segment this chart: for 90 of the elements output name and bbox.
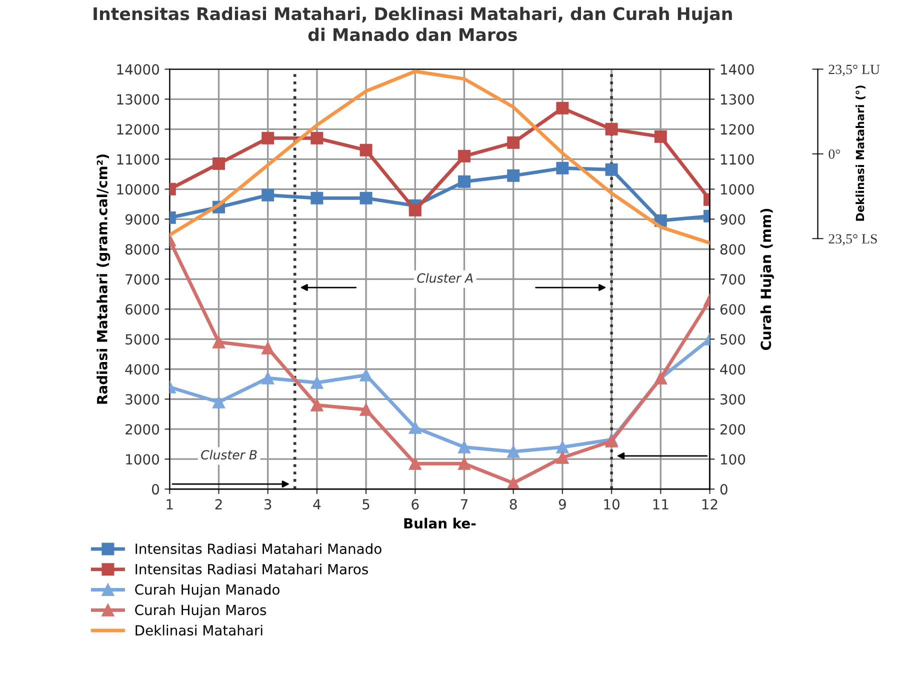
x-tick-label: 6 (412, 499, 419, 510)
legend-label: Curah Hujan Manado (135, 584, 280, 598)
point (458, 175, 471, 188)
y-axis-title: Radiasi Matahari (gram.cal/cm²) (96, 154, 110, 404)
x-tick-label: 12 (702, 499, 718, 510)
y2-tick-label: 600 (720, 304, 746, 315)
legend-label: Intensitas Radiasi Matahari Maros (136, 564, 368, 574)
point (360, 192, 372, 204)
y3-tick-label: 0° (828, 149, 840, 159)
point (310, 192, 324, 204)
point (556, 451, 569, 464)
y2-tick-label: 1300 (721, 94, 754, 105)
legend-label: Intensitas Radiasi Matahari Manado (136, 543, 382, 554)
y2-tick-label: 1000 (721, 184, 754, 195)
y-tick-label: 11000 (117, 154, 159, 165)
point (408, 457, 422, 470)
point (556, 440, 569, 454)
x-tick-label: 7 (460, 499, 468, 510)
y-tick-label: 12000 (117, 124, 159, 135)
x-tick-label: 2 (215, 499, 222, 510)
y-tick-label: 4000 (125, 364, 159, 375)
y3-axis-title: Deklinasi Matahari (°) (856, 86, 866, 221)
x-tick-label: 8 (510, 499, 517, 510)
y-tick-label: 7000 (126, 274, 159, 285)
x-tick-label: 5 (362, 499, 370, 510)
point (654, 130, 667, 143)
point (605, 163, 618, 176)
point (310, 376, 324, 389)
y-tick-label: 3000 (126, 394, 159, 405)
point (360, 368, 372, 382)
point (212, 157, 225, 170)
point (507, 445, 520, 458)
y2-axis-title: Curah Hujan (mm) (760, 208, 774, 350)
point (262, 188, 274, 202)
y-tick-label: 1000 (126, 454, 159, 465)
y2-tick-label: 500 (720, 334, 746, 345)
y-tick-label: 8000 (126, 244, 159, 255)
point (408, 421, 422, 434)
annotation: Cluster B (201, 450, 257, 460)
point (360, 403, 372, 416)
chart-title: Intensitas Radiasi Matahari, Deklinasi Matahari, dan Curah Hujan di Manado dan Maros (94, 6, 732, 42)
y3-tick-label: 23,5° LU (828, 64, 880, 76)
y2-tick-label: 1200 (721, 124, 754, 135)
y2-tick-label: 1100 (721, 154, 754, 165)
y-tick-label: 14000 (117, 64, 159, 75)
y2-tick-label: 700 (720, 274, 746, 285)
y2-tick-label: 300 (720, 394, 746, 405)
y2-tick-label: 1400 (721, 64, 754, 75)
point (507, 476, 520, 490)
y2-tick-label: 800 (720, 244, 746, 255)
y-tick-label: 5000 (126, 334, 159, 345)
point (262, 132, 274, 144)
y-tick-label: 13000 (117, 94, 159, 105)
legend-label: Deklinasi Matahari (136, 624, 262, 636)
point (262, 372, 274, 384)
point (556, 102, 569, 114)
point (310, 398, 324, 412)
y-tick-label: 10000 (117, 184, 159, 195)
point (212, 396, 225, 408)
y-tick-label: 6000 (126, 304, 159, 315)
y2-tick-label: 0 (720, 484, 728, 495)
point (556, 162, 569, 174)
point (310, 132, 324, 144)
y3-tick-label: 23,5° LS (828, 234, 877, 246)
y2-tick-label: 100 (721, 454, 746, 465)
x-axis-title: Bulan ke- (404, 518, 476, 529)
point (605, 122, 618, 136)
point (212, 336, 225, 348)
x-tick-label: 3 (264, 499, 272, 510)
point (458, 440, 471, 454)
point (262, 342, 274, 354)
y-tick-label: 0 (152, 484, 159, 495)
x-tick-label: 9 (558, 499, 566, 510)
x-tick-label: 1 (166, 499, 173, 510)
point (360, 144, 372, 156)
annotation: Cluster A (417, 273, 473, 283)
y2-tick-label: 200 (720, 424, 746, 435)
point (408, 204, 422, 216)
x-tick-label: 4 (313, 499, 321, 510)
x-tick-label: 10 (604, 499, 620, 510)
point (458, 150, 471, 162)
y2-tick-label: 900 (720, 214, 746, 225)
point (507, 169, 520, 182)
y-tick-label: 2000 (126, 424, 159, 435)
y2-tick-label: 400 (720, 364, 746, 375)
point (458, 457, 471, 470)
legend-label: Curah Hujan Maros (135, 604, 266, 618)
y-tick-label: 9000 (125, 214, 159, 225)
x-tick-label: 11 (653, 499, 668, 510)
point (507, 136, 520, 149)
